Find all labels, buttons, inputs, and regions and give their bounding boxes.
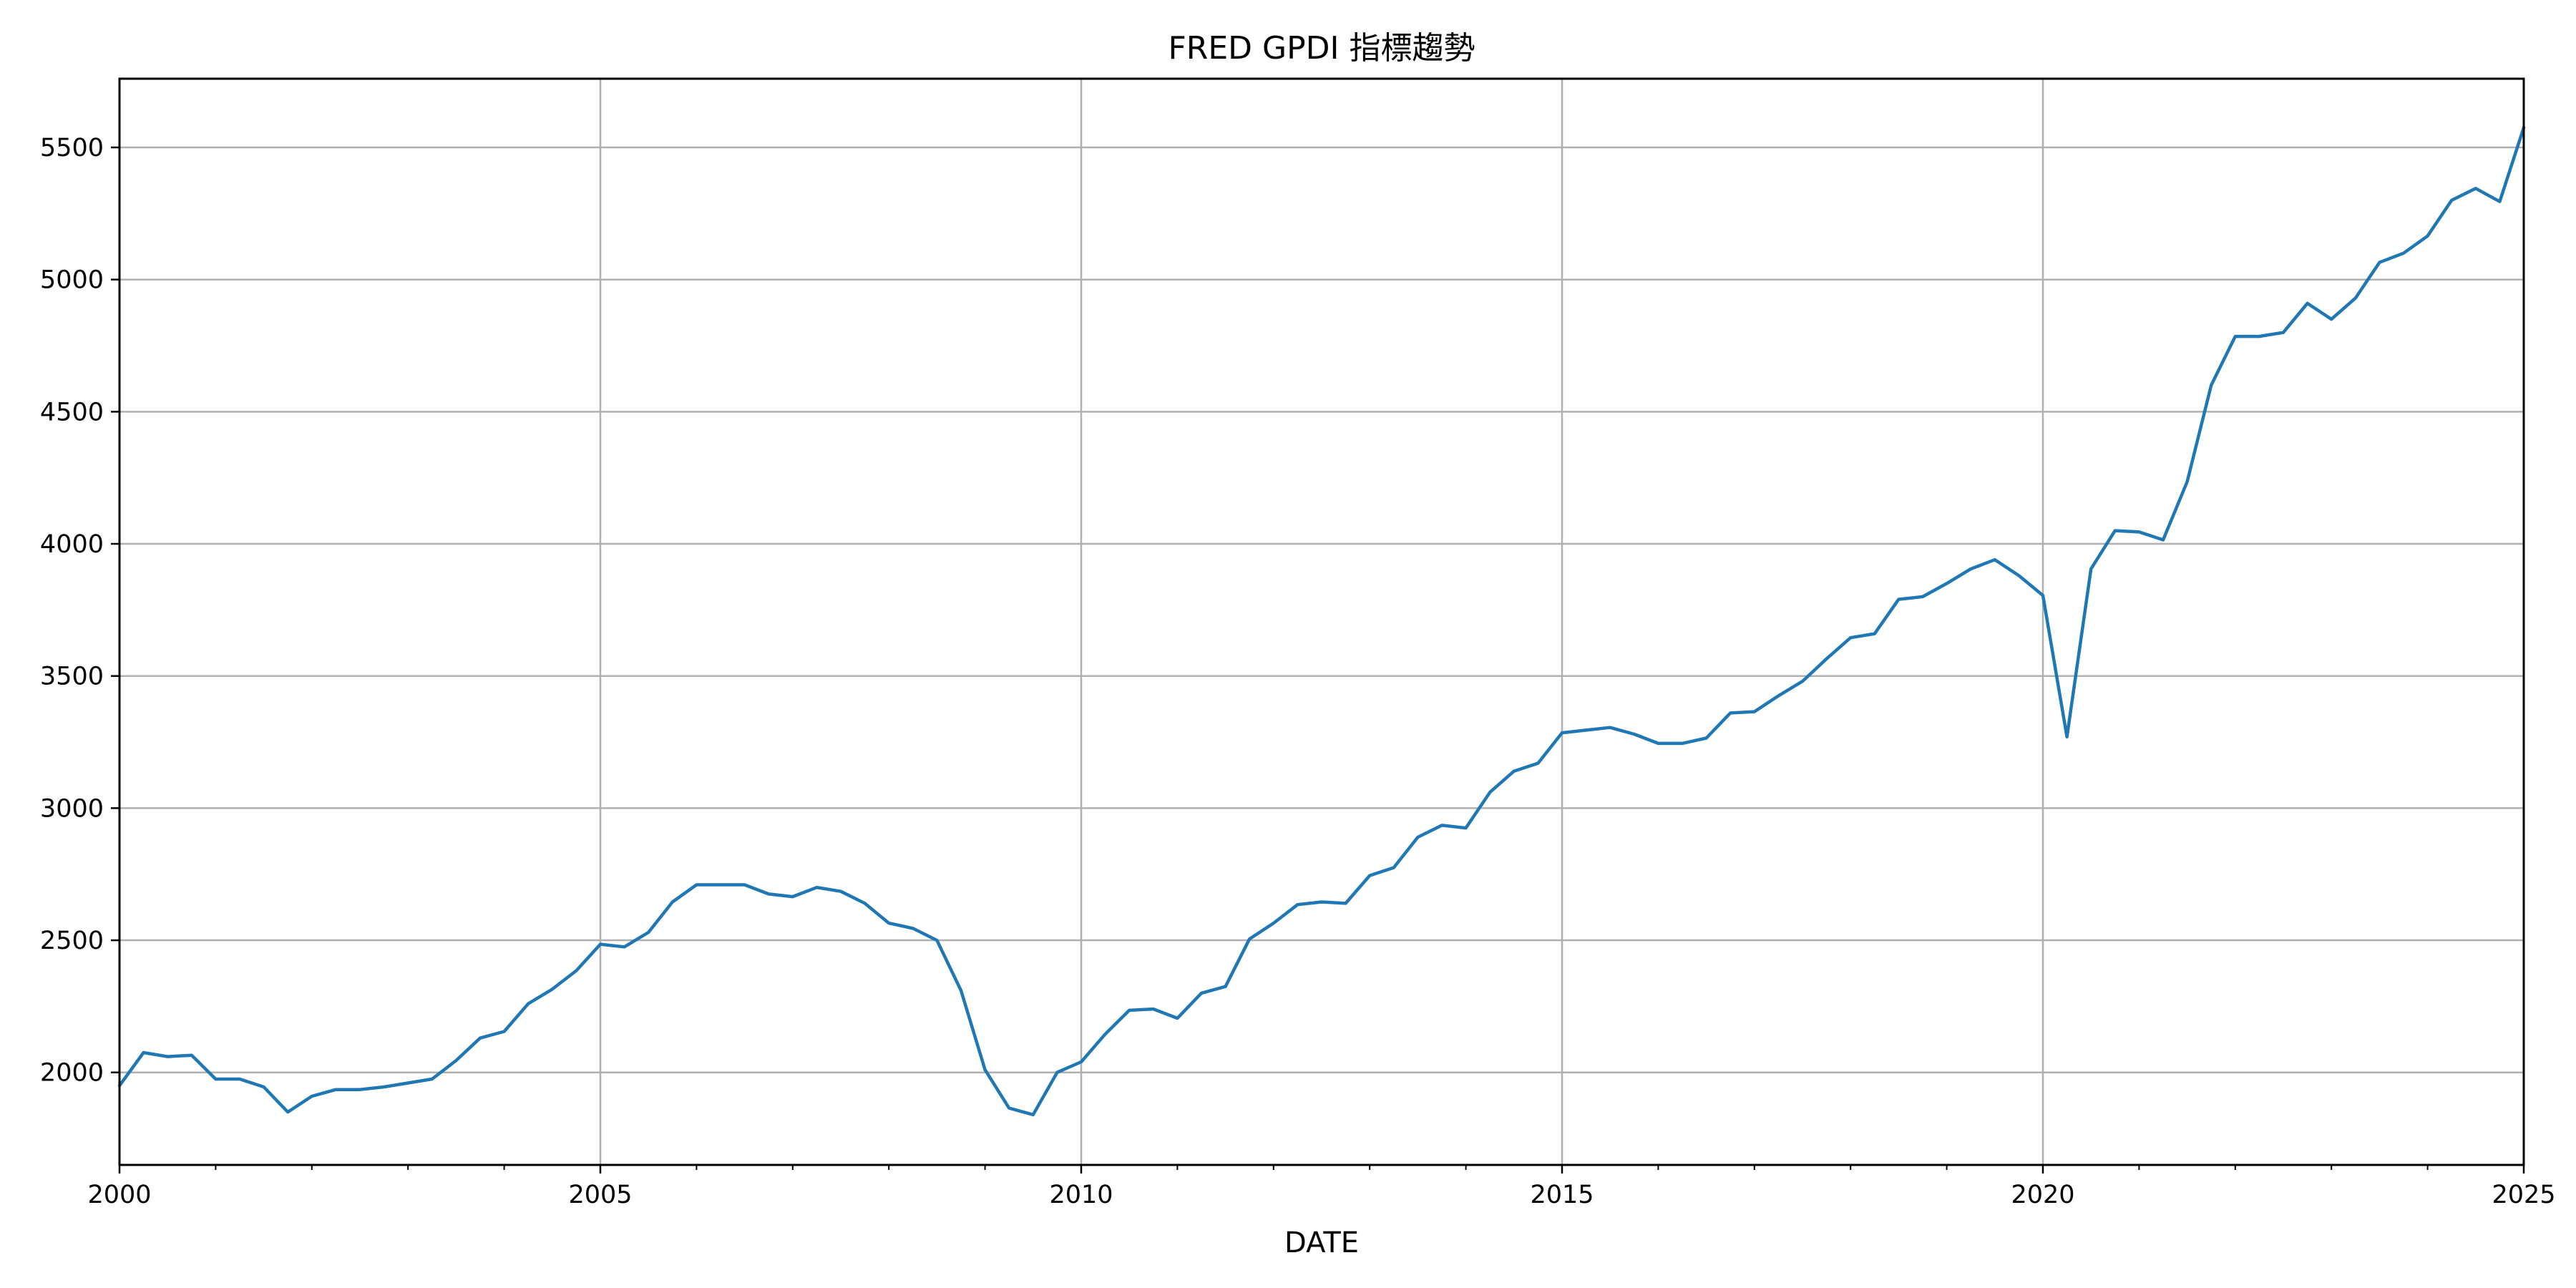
plot-frame xyxy=(118,77,2525,1166)
y-tick-label: 3000 xyxy=(40,794,104,823)
tick-labels: 2000 2005 2010 2015 2020 2025 2000 2500 3000 3500… xyxy=(40,134,2556,1209)
y-tick-label: 5500 xyxy=(40,134,104,162)
x-tick-label: 2000 xyxy=(87,1181,151,1209)
plot-lines xyxy=(117,126,2526,1117)
y-tick-label: 2500 xyxy=(40,927,104,955)
x-tick-label: 2005 xyxy=(568,1181,632,1209)
x-tick-label: 2025 xyxy=(2492,1181,2555,1209)
y-tick-label: 3500 xyxy=(40,663,104,691)
x-axis-label: DATE xyxy=(1284,1226,1359,1259)
y-tick-label: 2000 xyxy=(40,1059,104,1088)
x-tick-label: 2010 xyxy=(1049,1181,1113,1209)
y-tick-label: 5000 xyxy=(40,266,104,295)
chart-title: FRED GPDI 指標趨勢 xyxy=(1168,30,1475,67)
axis-ticks xyxy=(111,146,2525,1174)
y-tick-label: 4000 xyxy=(40,530,104,559)
series-line xyxy=(117,126,2526,1117)
x-tick-label: 2015 xyxy=(1530,1181,1594,1209)
y-tick-label: 4500 xyxy=(40,398,104,426)
x-tick-label: 2020 xyxy=(2011,1181,2074,1209)
